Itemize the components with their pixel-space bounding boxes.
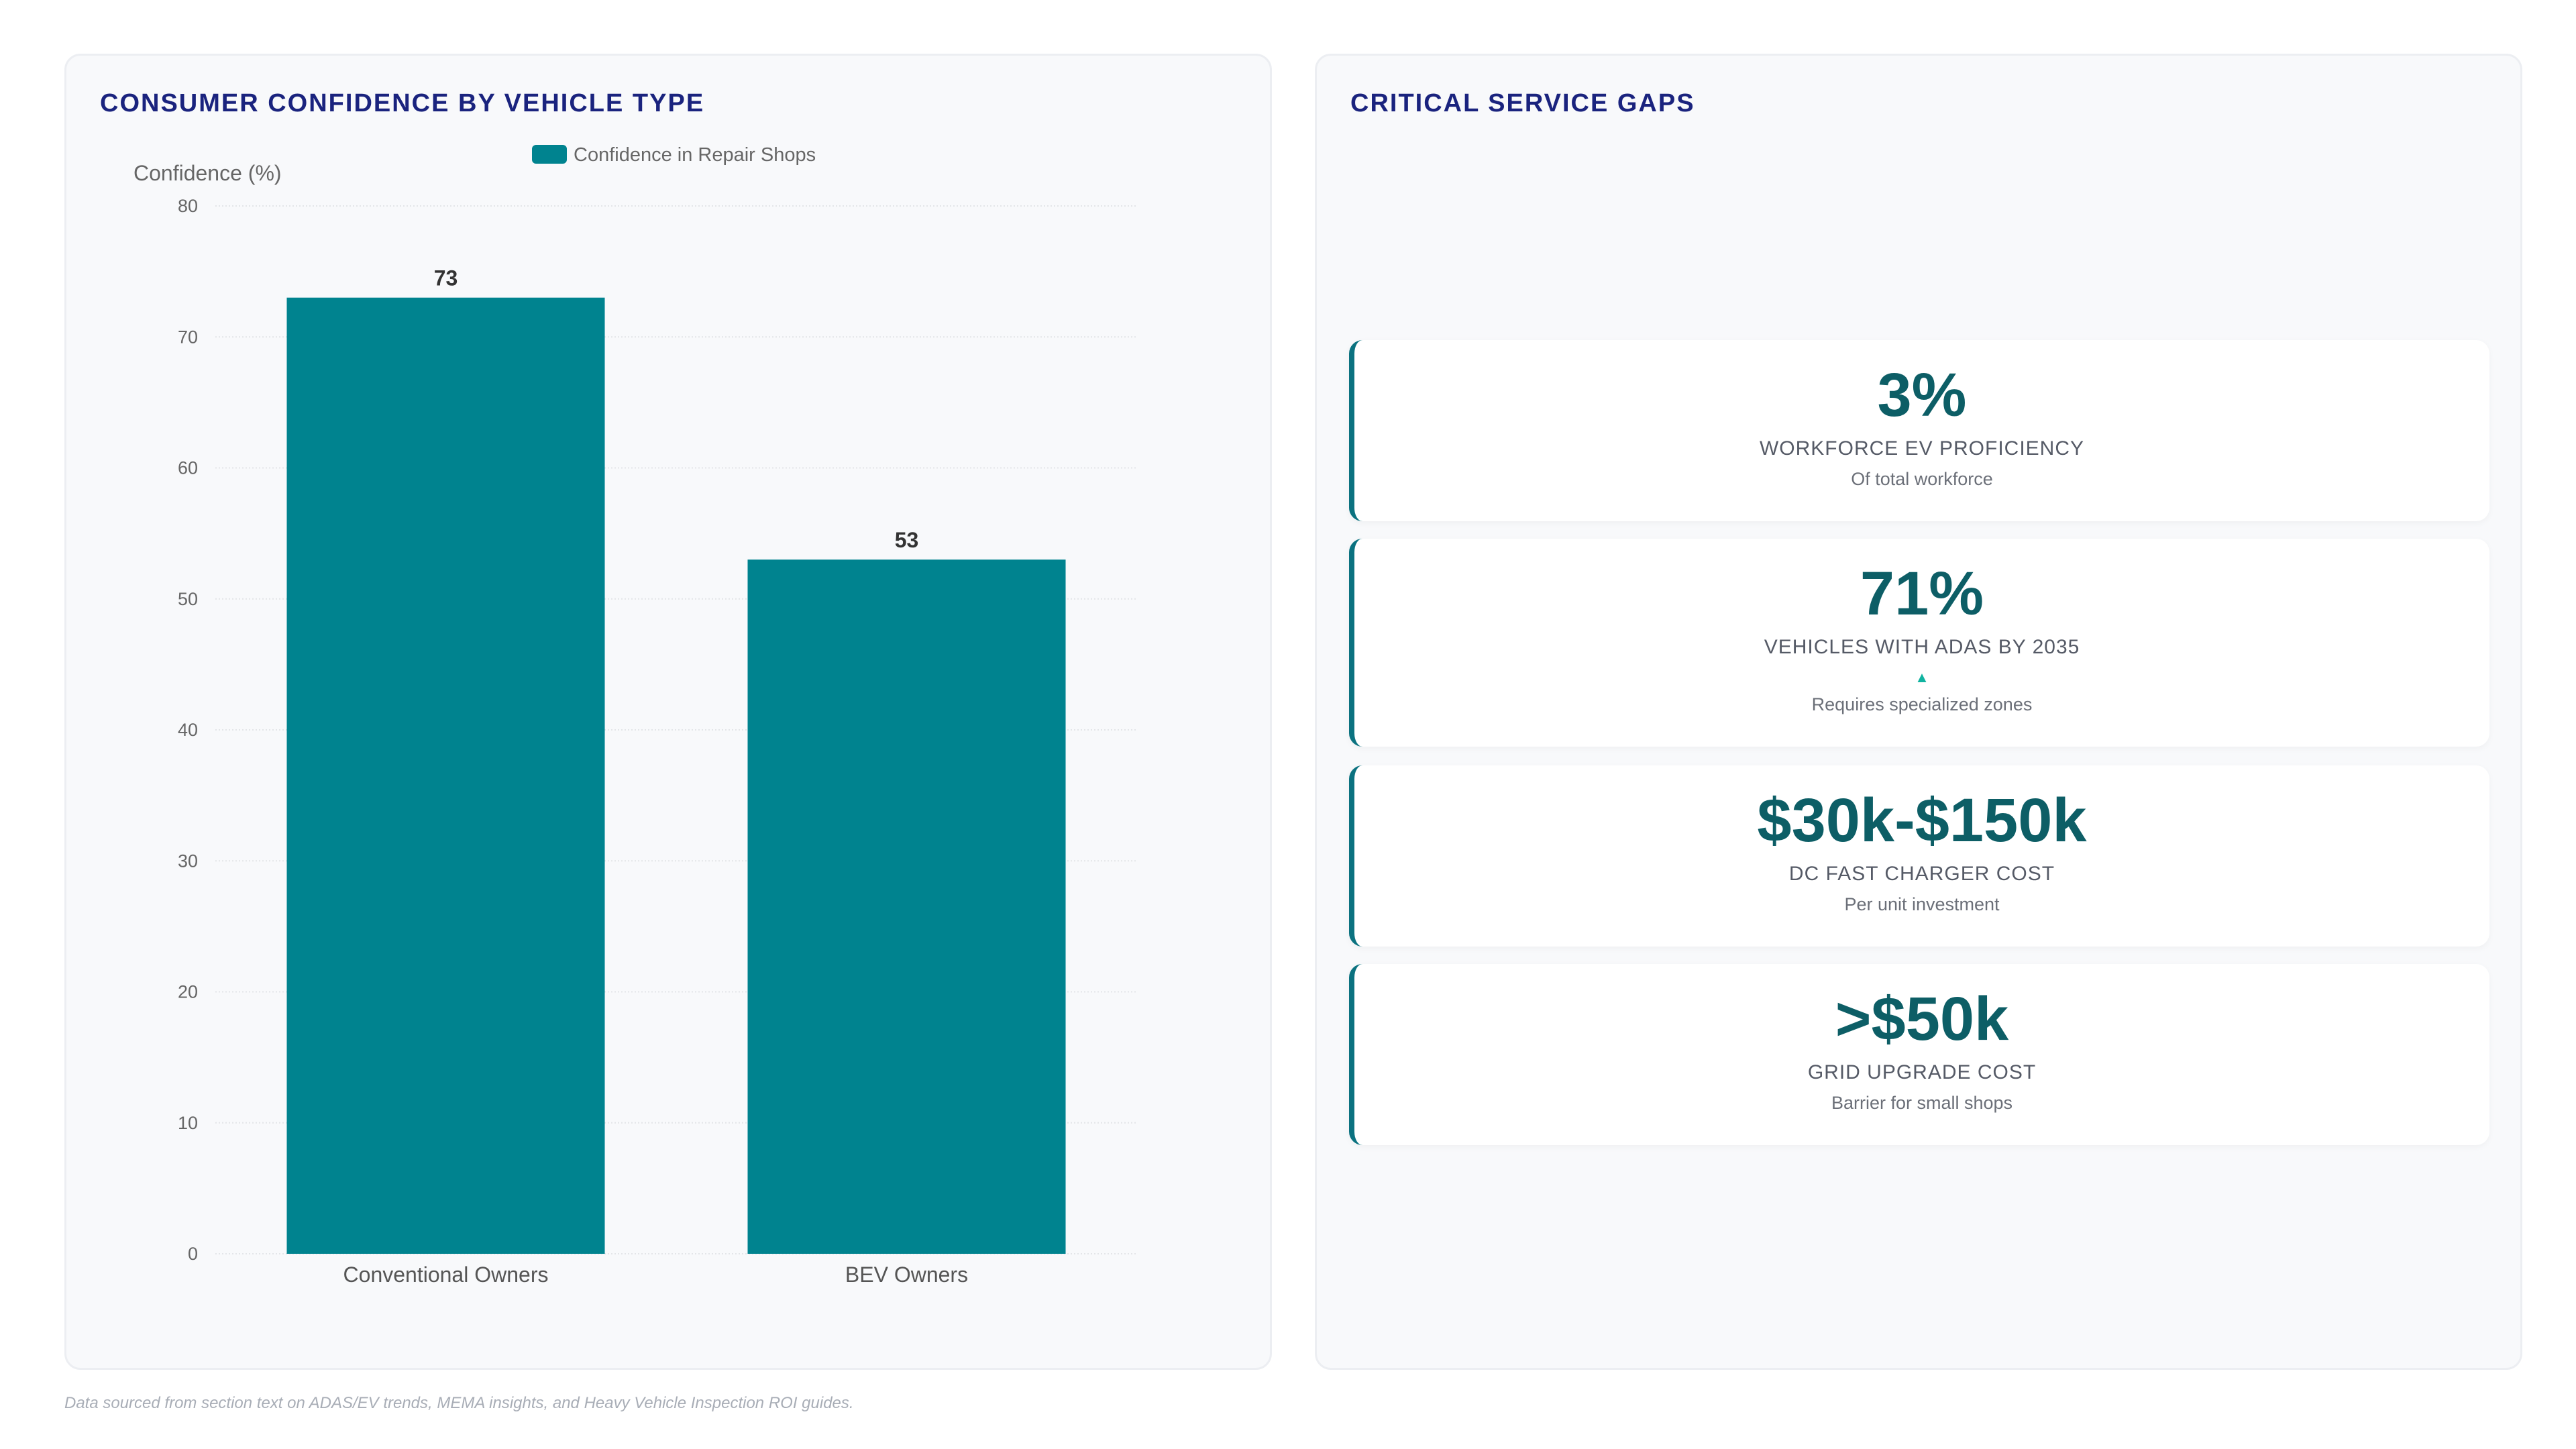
metric-label: DC FAST CHARGER COST <box>1788 863 2055 885</box>
y-axis-ticks: 0 10 20 30 40 50 60 70 80 <box>178 196 198 1264</box>
metric-value: 71% <box>1860 559 1984 628</box>
y-tick-label: 60 <box>178 458 198 478</box>
metric-subtext: Of total workforce <box>1851 469 1993 489</box>
service-gaps-title: CRITICAL SERVICE GAPS <box>1350 89 1695 117</box>
chart-title: CONSUMER CONFIDENCE BY VEHICLE TYPE <box>100 89 705 117</box>
data-label: 53 <box>895 528 919 552</box>
y-tick-label: 80 <box>178 196 198 216</box>
metric-value: $30k-$150k <box>1757 786 2087 855</box>
metric-subtext: Per unit investment <box>1844 894 2000 914</box>
y-tick-label: 40 <box>178 720 198 740</box>
metric-subtext: Requires specialized zones <box>1811 694 2033 714</box>
metric-card-charger-cost: $30k-$150k DC FAST CHARGER COST Per unit… <box>1349 765 2489 947</box>
y-tick-label: 30 <box>178 851 198 871</box>
metric-card-grid-cost: >$50k GRID UPGRADE COST Barrier for smal… <box>1349 964 2489 1145</box>
y-tick-label: 0 <box>188 1244 198 1264</box>
x-axis-labels: Conventional Owners BEV Owners <box>343 1263 969 1287</box>
bar[interactable] <box>747 559 1066 1254</box>
x-tick-label: BEV Owners <box>845 1263 968 1287</box>
bar-chart: 0 10 20 30 40 50 60 70 80 Confidence (%) Confide… <box>133 144 1137 1287</box>
footer-note: Data sourced from section text on ADAS/E… <box>64 1394 854 1412</box>
metric-label: WORKFORCE EV PROFICIENCY <box>1759 437 2085 460</box>
y-tick-label: 20 <box>178 982 198 1002</box>
legend-swatch <box>532 145 567 164</box>
metric-card-adas: 71% VEHICLES WITH ADAS BY 2035 ▲ Require… <box>1349 539 2489 747</box>
metric-value: 3% <box>1877 361 1967 429</box>
metric-label: VEHICLES WITH ADAS BY 2035 <box>1764 636 2080 658</box>
y-axis-title: Confidence (%) <box>133 161 282 185</box>
metric-subtext: Barrier for small shops <box>1831 1093 2013 1113</box>
metric-label: GRID UPGRADE COST <box>1807 1061 2037 1083</box>
legend: Confidence in Repair Shops <box>532 144 816 166</box>
y-tick-label: 70 <box>178 327 198 347</box>
bars: 73 53 <box>286 266 1066 1254</box>
data-label: 73 <box>434 266 458 290</box>
bar[interactable] <box>286 297 605 1254</box>
x-tick-label: Conventional Owners <box>343 1263 549 1287</box>
metric-card-ev-proficiency: 3% WORKFORCE EV PROFICIENCY Of total wor… <box>1349 340 2489 521</box>
legend-label[interactable]: Confidence in Repair Shops <box>574 144 816 166</box>
trend-up-icon: ▲ <box>1915 669 1929 686</box>
service-gaps-panel: CRITICAL SERVICE GAPS 3% WORKFORCE EV PR… <box>1315 54 2522 1370</box>
chart-panel: 0 10 20 30 40 50 60 70 80 Confidence (%) Confide… <box>64 54 1272 1370</box>
y-tick-label: 50 <box>178 589 198 609</box>
y-tick-label: 10 <box>178 1113 198 1133</box>
metric-value: >$50k <box>1835 985 2009 1053</box>
